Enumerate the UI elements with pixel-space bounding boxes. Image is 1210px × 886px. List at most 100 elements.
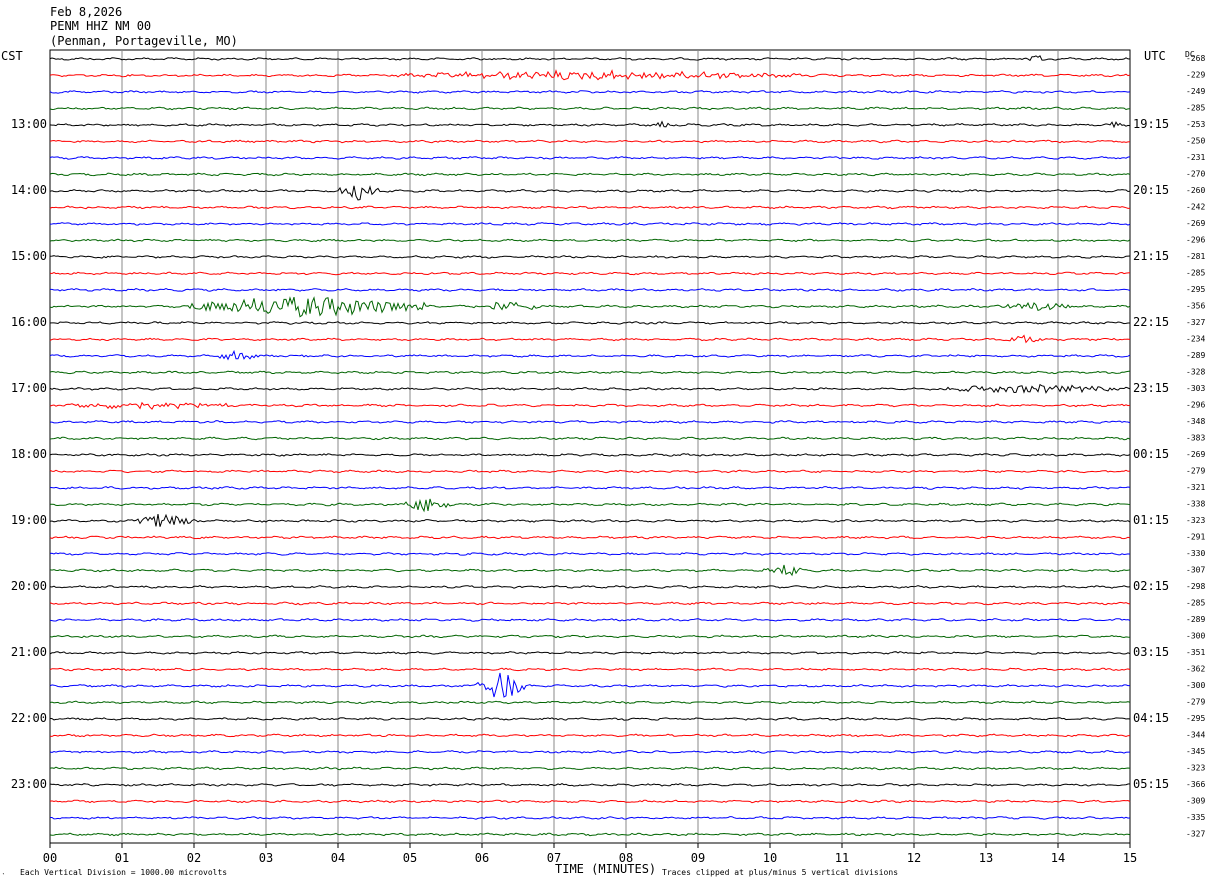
dc-offset-label: -285	[1186, 104, 1205, 113]
left-timezone-label: CST	[1, 49, 23, 63]
hour-label-right: 20:15	[1133, 183, 1169, 197]
dc-offset-label: -383	[1186, 434, 1205, 443]
dc-offset-label: -285	[1186, 599, 1205, 608]
dc-offset-label: -296	[1186, 401, 1205, 410]
hour-label-left: 15:00	[11, 249, 47, 263]
trace-line	[49, 469, 1131, 474]
dc-offset-label: -356	[1186, 302, 1205, 311]
dc-offset-label: -327	[1186, 318, 1205, 327]
trace-line	[50, 498, 1131, 513]
trace-line	[49, 700, 1131, 705]
dc-offset-label: -269	[1186, 219, 1205, 228]
trace-line	[49, 513, 1131, 527]
trace-line	[49, 799, 1131, 804]
x-tick-label: 13	[979, 851, 993, 865]
trace-line	[49, 185, 1131, 201]
trace-line	[49, 296, 1131, 318]
dc-offset-label: -348	[1186, 417, 1205, 426]
x-tick-label: 08	[619, 851, 633, 865]
hour-label-right: 01:15	[1133, 513, 1169, 527]
dc-offset-label: -300	[1186, 632, 1205, 641]
trace-line	[49, 535, 1131, 540]
hour-label-left: 14:00	[11, 183, 47, 197]
dc-offset-label: -295	[1186, 285, 1205, 294]
dc-offset-label: -270	[1186, 170, 1205, 179]
dc-offset-label: -289	[1186, 615, 1205, 624]
hour-label-right: 00:15	[1133, 447, 1169, 461]
x-tick-label: 03	[259, 851, 273, 865]
trace-line	[49, 106, 1131, 111]
hour-label-left: 22:00	[11, 711, 47, 725]
dc-offset-label: -279	[1186, 698, 1205, 707]
x-tick-label: 00	[43, 851, 57, 865]
dc-offset-label: -269	[1186, 450, 1205, 459]
dc-offset-label: -229	[1186, 71, 1205, 80]
dc-offset-label: -279	[1186, 467, 1205, 476]
trace-line	[49, 651, 1131, 655]
dc-offset-label: -327	[1186, 830, 1205, 839]
chart-date: Feb 8,2026	[50, 5, 122, 19]
trace-line	[49, 672, 1130, 698]
dc-offset-label: -309	[1186, 797, 1205, 806]
dc-offset-label: -291	[1186, 533, 1205, 542]
dc-offset-label: -366	[1186, 780, 1205, 789]
trace-line	[49, 634, 1131, 639]
dc-offset-label: -330	[1186, 549, 1205, 558]
trace-line	[49, 383, 1131, 394]
x-tick-label: 07	[547, 851, 561, 865]
dc-offset-label: -242	[1186, 203, 1205, 212]
dc-offset-label: -328	[1186, 368, 1205, 377]
trace-line	[49, 584, 1131, 589]
x-tick-label: 10	[763, 851, 777, 865]
right-timezone-label: UTC	[1144, 49, 1166, 63]
dc-offset-label: -351	[1186, 648, 1205, 657]
dc-offset-label: -231	[1186, 153, 1205, 162]
trace-line	[49, 783, 1131, 787]
chart-station: PENM HHZ NM 00	[50, 19, 151, 33]
trace-line	[49, 750, 1130, 754]
x-tick-label: 11	[835, 851, 849, 865]
dc-offset-label: -344	[1186, 731, 1205, 740]
dc-offset-label: -285	[1186, 269, 1205, 278]
trace-line	[49, 370, 1131, 375]
footer-mark: ‵	[1, 872, 6, 881]
x-tick-label: 09	[691, 851, 705, 865]
trace-line	[49, 255, 1131, 259]
hour-label-left: 21:00	[11, 645, 47, 659]
dc-offset-label: -300	[1186, 681, 1205, 690]
hour-label-left: 18:00	[11, 447, 47, 461]
x-tick-label: 14	[1051, 851, 1065, 865]
x-tick-label: 04	[331, 851, 345, 865]
x-tick-label: 12	[907, 851, 921, 865]
trace-line	[49, 271, 1131, 276]
trace-line	[50, 288, 1131, 292]
trace-line	[49, 222, 1131, 226]
hour-label-right: 04:15	[1133, 711, 1169, 725]
dc-offset-label: -298	[1186, 582, 1205, 591]
trace-line	[50, 816, 1131, 820]
plot-frame	[49, 49, 1131, 844]
dc-offset-label: -281	[1186, 252, 1205, 261]
dc-offset-label: -303	[1186, 384, 1205, 393]
trace-line	[49, 667, 1131, 672]
trace-line	[49, 139, 1131, 144]
trace-line	[49, 238, 1131, 243]
dc-offset-label: -338	[1186, 500, 1205, 509]
trace-line	[49, 733, 1131, 738]
dc-offset-label: -307	[1186, 566, 1205, 575]
trace-line	[50, 420, 1131, 424]
trace-line	[49, 69, 1131, 81]
trace-line	[49, 321, 1130, 325]
x-tick-label: 02	[187, 851, 201, 865]
hour-label-right: 21:15	[1133, 249, 1169, 263]
dc-offset-label: -323	[1186, 516, 1205, 525]
hour-label-left: 23:00	[11, 777, 47, 791]
hour-label-right: 02:15	[1133, 579, 1169, 593]
dc-offset-label: -321	[1186, 483, 1205, 492]
clip-note: Traces clipped at plus/minus 5 vertical …	[662, 868, 898, 877]
dc-offset-label: -249	[1186, 87, 1205, 96]
trace-line	[49, 601, 1131, 606]
dc-offset-label: -323	[1186, 764, 1205, 773]
trace-line	[49, 766, 1131, 771]
trace-line	[49, 156, 1131, 160]
